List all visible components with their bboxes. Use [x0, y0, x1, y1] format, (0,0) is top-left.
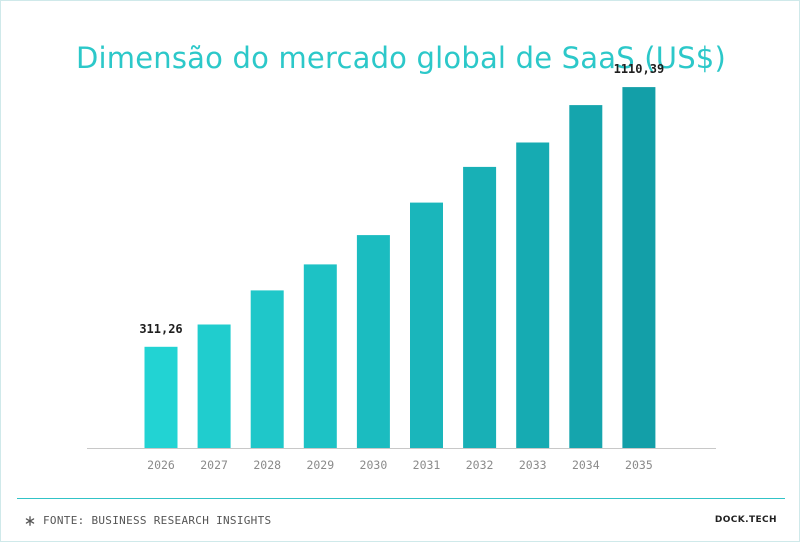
bar-2028	[250, 290, 284, 448]
bar-2026	[144, 346, 178, 448]
x-tick-2028: 2028	[253, 458, 281, 472]
bar-2030	[356, 235, 390, 448]
data-label-2026: 311,26	[139, 322, 182, 336]
chart-title: Dimensão do mercado global de SaaS (US$)	[76, 41, 726, 75]
x-tick-2027: 2027	[200, 458, 228, 472]
x-tick-2029: 2029	[306, 458, 334, 472]
bar-2035	[622, 87, 656, 448]
asterisk-icon	[25, 515, 35, 526]
x-tick-2026: 2026	[147, 458, 175, 472]
bar-2029	[303, 264, 337, 448]
x-tick-2031: 2031	[413, 458, 441, 472]
x-tick-2035: 2035	[625, 458, 653, 472]
data-label-2035: 1110,39	[614, 62, 665, 76]
source-text: FONTE: BUSINESS RESEARCH INSIGHTS	[43, 514, 272, 527]
x-tick-2032: 2032	[466, 458, 494, 472]
x-tick-2033: 2033	[519, 458, 547, 472]
source-note: FONTE: BUSINESS RESEARCH INSIGHTS	[25, 514, 271, 527]
bar-2033	[516, 142, 550, 448]
bar-2034	[569, 105, 603, 448]
x-tick-2034: 2034	[572, 458, 600, 472]
footer-divider	[17, 498, 785, 499]
bar-2027	[197, 324, 231, 448]
x-tick-2030: 2030	[360, 458, 388, 472]
bar-2031	[410, 202, 443, 448]
brand-logo-text: DOCK.TECH	[714, 515, 777, 525]
bar-2032	[463, 166, 497, 448]
